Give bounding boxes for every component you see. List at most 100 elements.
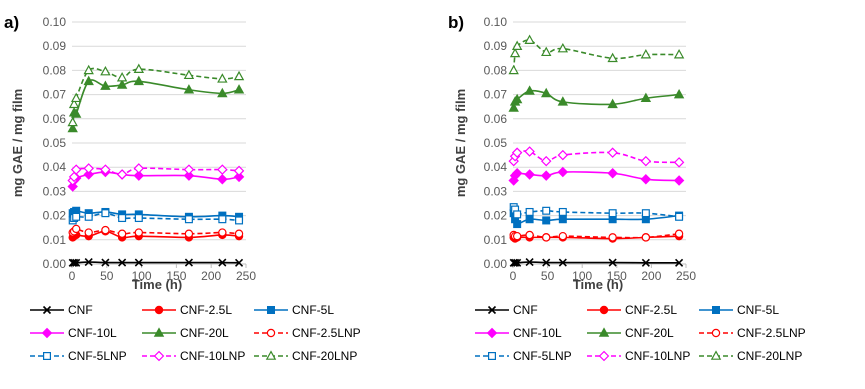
x-axis-label-b: Time (h)	[573, 277, 623, 292]
point-cnf-2-5lnp-b	[525, 230, 534, 240]
point-cnf-20lnp-a	[100, 65, 111, 76]
legend-label: CNF-10L	[68, 326, 117, 340]
legend-a: CNF CNF-2.5L CNF-5L CNF-10L CNF-20L CNF-2.5LN…	[30, 303, 361, 363]
point-cnf-20l-b	[557, 96, 569, 106]
chart-panel-a: a) mg GAE / mg film Time (h) 0.00 0.01 0.0…	[4, 13, 256, 292]
point-cnf-10lnp-b	[511, 147, 523, 158]
point-cnf-10lnp-b	[607, 147, 618, 158]
legend-label: CNF-10L	[513, 326, 562, 340]
series-cnf-a	[68, 257, 244, 267]
point-cnf-5lnp-b	[675, 212, 684, 221]
legend-label: CNF-2.5LNP	[292, 326, 361, 340]
legend-marker	[267, 306, 276, 315]
point-cnf-20lnp-b	[640, 49, 652, 59]
point-cnf-10lnp-b	[540, 155, 552, 167]
legend-marker	[711, 306, 720, 315]
y-tick-label-a: 0.06	[43, 112, 67, 126]
point-cnf-2-5lnp-b	[674, 229, 684, 238]
y-tick-label-a: 0.09	[43, 39, 67, 53]
point-cnf-20l-b	[540, 87, 552, 98]
point-cnf-a	[101, 258, 110, 267]
legend-label: CNF-20LNP	[737, 349, 802, 363]
point-cnf-20lnp-b	[607, 52, 618, 63]
y-tick-label-a: 0.04	[43, 160, 67, 174]
point-cnf-a	[72, 258, 81, 267]
point-cnf-5lnp-b	[608, 209, 617, 218]
legend-label: CNF-5LNP	[513, 349, 572, 363]
legend-label: CNF-10LNP	[625, 349, 690, 363]
point-cnf-10l-b	[524, 169, 535, 180]
point-cnf-20l-a	[183, 84, 195, 94]
y-tick-label-b: 0.02	[484, 209, 508, 223]
point-cnf-2-5lnp-a	[71, 224, 81, 234]
y-tick-label-b: 0.05	[484, 136, 508, 150]
x-tick-label-b: 250	[676, 269, 696, 283]
x-tick-label-b: 0	[510, 269, 517, 283]
point-cnf-10l-b	[557, 166, 569, 178]
y-tick-label-b: 0.04	[484, 160, 508, 174]
point-cnf-10lnp-a	[233, 165, 245, 177]
point-cnf-10lnp-b	[524, 146, 535, 157]
point-cnf-10l-b	[607, 168, 618, 179]
series-cnf-20lnp-a	[67, 63, 245, 127]
point-cnf-2-5lnp-a	[234, 229, 244, 238]
series-cnf-10lnp-a	[67, 163, 245, 186]
legend-item-cnf-b: CNF	[475, 303, 538, 317]
x-axis-label-a: Time (h)	[132, 277, 182, 292]
point-cnf-b	[558, 258, 567, 267]
series-cnf-20lnp-b	[508, 34, 685, 75]
point-cnf-20lnp-a	[83, 64, 94, 75]
y-tick-label-b: 0.08	[484, 63, 508, 77]
point-cnf-20l-a	[133, 75, 145, 86]
legend-item-cnf-10lnp-a: CNF-10LNP	[142, 349, 245, 363]
x-tick-label-a: 100	[132, 269, 152, 283]
point-cnf-10l-a	[83, 169, 94, 180]
legend-marker	[41, 327, 53, 339]
chart-panel-b: b) mg GAE / mg film Time (h) 0.00 0.01 0.0…	[448, 13, 696, 292]
legend-item-cnf-10lnp-b: CNF-10LNP	[587, 349, 690, 363]
x-tick-label-a: 50	[100, 269, 114, 283]
series-cnf-2-5l-a	[68, 227, 244, 242]
legend-label: CNF-2.5L	[625, 303, 677, 317]
legend-item-cnf-5l-a: CNF-5L	[254, 303, 334, 317]
point-cnf-5lnp-b	[542, 206, 551, 215]
point-cnf-20l-b	[607, 98, 618, 109]
point-cnf-20lnp-b	[509, 47, 521, 58]
point-cnf-2-5lnp-a	[218, 228, 227, 237]
series-cnf-20l-a	[67, 75, 245, 133]
legend-item-cnf-5lnp-a: CNF-5LNP	[30, 349, 127, 363]
point-cnf-b	[511, 258, 520, 267]
point-cnf-b	[608, 258, 617, 267]
y-tick-label-b: 0.03	[484, 184, 508, 198]
series-cnf-2-5lnp-a	[68, 224, 244, 238]
point-cnf-a	[134, 258, 143, 267]
series-cnf-5lnp-b	[509, 203, 684, 221]
legend-item-cnf-10l-b: CNF-10L	[475, 326, 562, 340]
series-line-cnf-20lnp-b	[512, 39, 680, 71]
point-cnf-20lnp-a	[116, 72, 128, 82]
series-cnf-2-5lnp-b	[509, 229, 684, 242]
point-cnf-10lnp-b	[640, 155, 652, 167]
point-cnf-20lnp-b	[511, 40, 523, 50]
series-cnf-20l-b	[508, 85, 685, 112]
point-cnf-10l-a	[233, 171, 245, 183]
point-cnf-20lnp-b	[540, 46, 552, 57]
legend-item-cnf-5lnp-b: CNF-5LNP	[475, 349, 572, 363]
point-cnf-20lnp-a	[70, 92, 82, 103]
y-tick-label-b: 0.06	[484, 112, 508, 126]
point-cnf-2-5lnp-b	[542, 233, 551, 242]
point-cnf-20l-a	[116, 79, 128, 89]
y-tick-label-b: 0.01	[484, 233, 508, 247]
series-line-cnf-20l-a	[71, 79, 240, 129]
x-tick-label-a: 200	[201, 269, 221, 283]
legend-item-cnf-a: CNF	[30, 303, 93, 317]
point-cnf-a	[84, 257, 93, 267]
legend-label: CNF-5L	[292, 303, 334, 317]
legend-item-cnf-20lnp-b: CNF-20LNP	[699, 349, 802, 363]
point-cnf-a	[70, 258, 79, 267]
point-cnf-10lnp-b	[557, 149, 569, 161]
y-tick-label-a: 0.10	[43, 15, 67, 29]
point-cnf-5l-b	[513, 220, 522, 229]
legend-marker	[154, 305, 164, 315]
